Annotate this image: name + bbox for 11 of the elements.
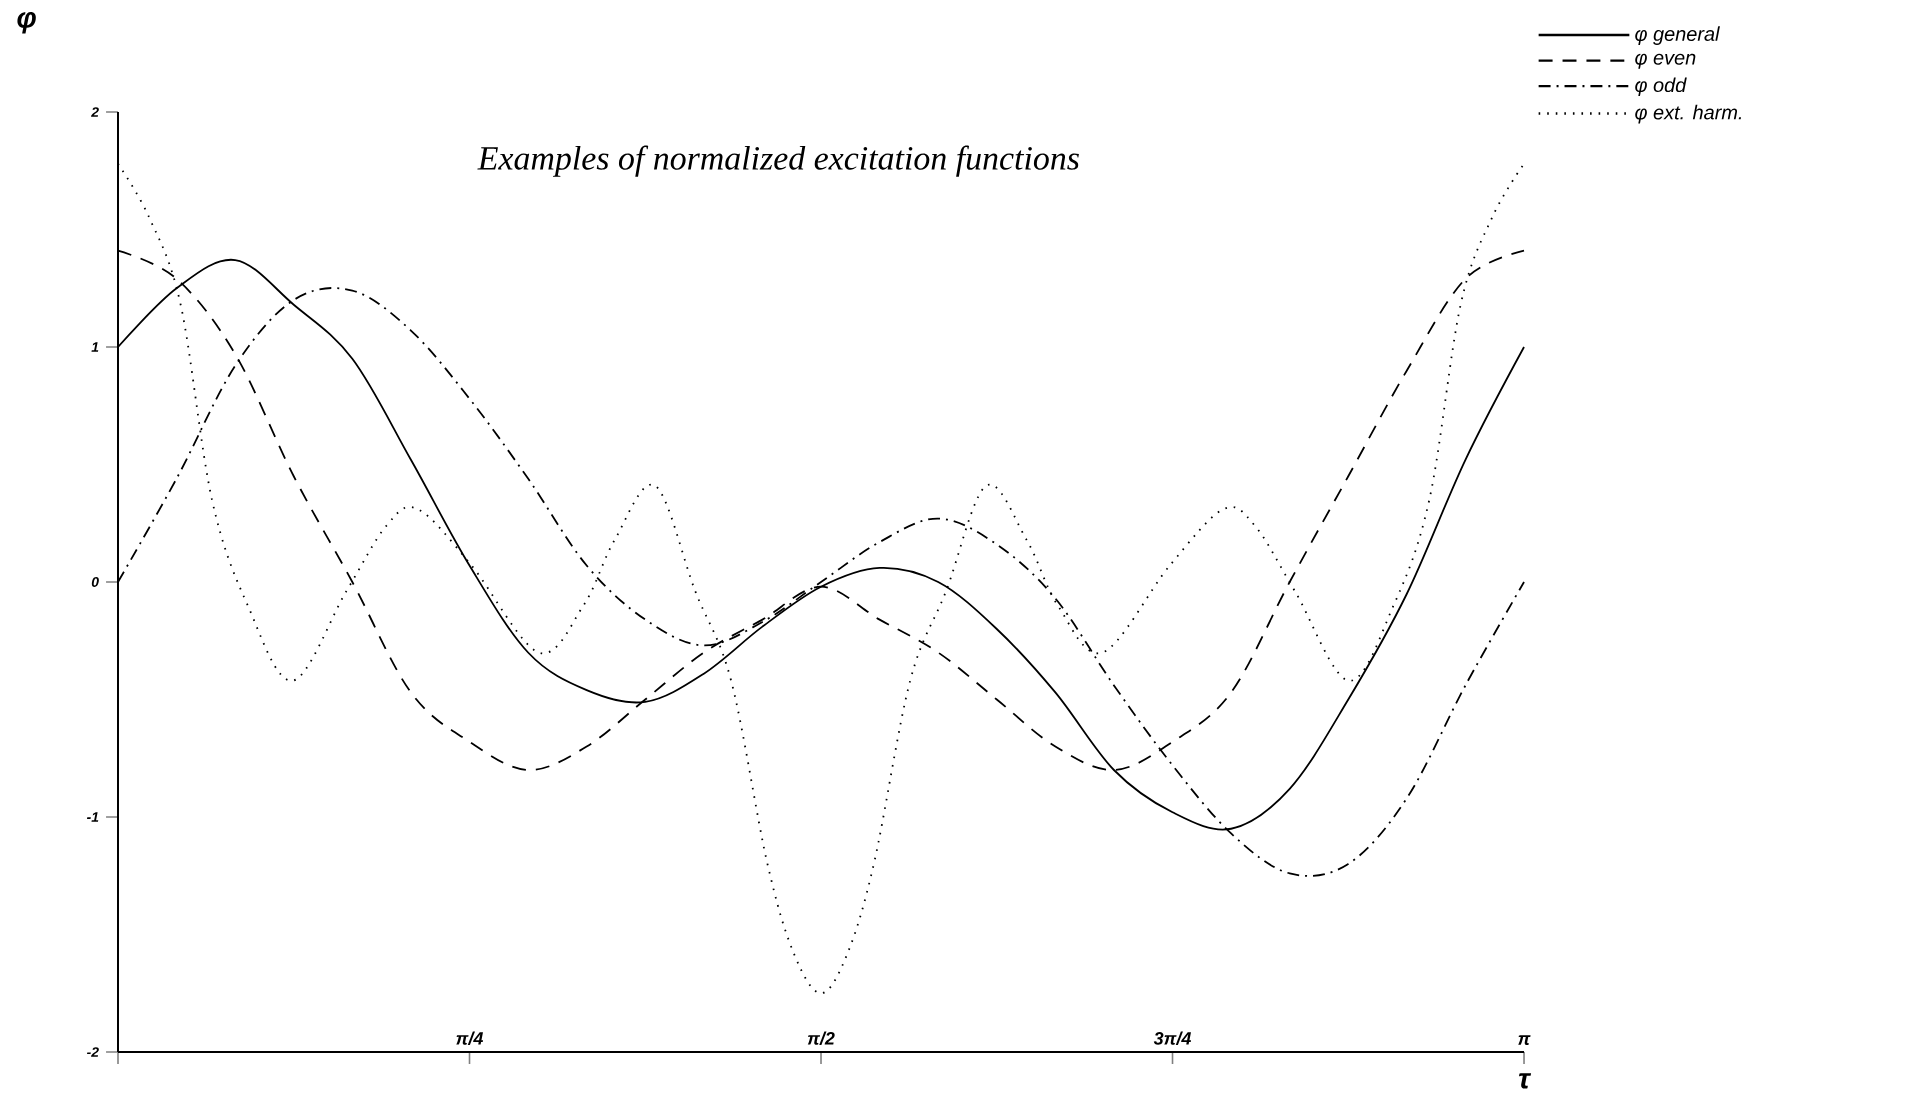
legend-label: φ general (1635, 26, 1720, 45)
x-tick-label: π/2 (807, 1031, 835, 1045)
legend-label: φ odd (1635, 77, 1687, 97)
x-axis-title: τ (1518, 1073, 1532, 1089)
y-axis-title: φ (17, 11, 36, 34)
legend-label: φ even (1635, 53, 1696, 69)
legend-label: φ ext. harm. (1635, 104, 1742, 124)
x-tick-label: π/4 (456, 1031, 484, 1045)
x-tick-label: π (1518, 1035, 1531, 1045)
x-tick-label: 3π/4 (1153, 1031, 1192, 1045)
text: Examples of normalized excitation functions (477, 145, 1079, 177)
